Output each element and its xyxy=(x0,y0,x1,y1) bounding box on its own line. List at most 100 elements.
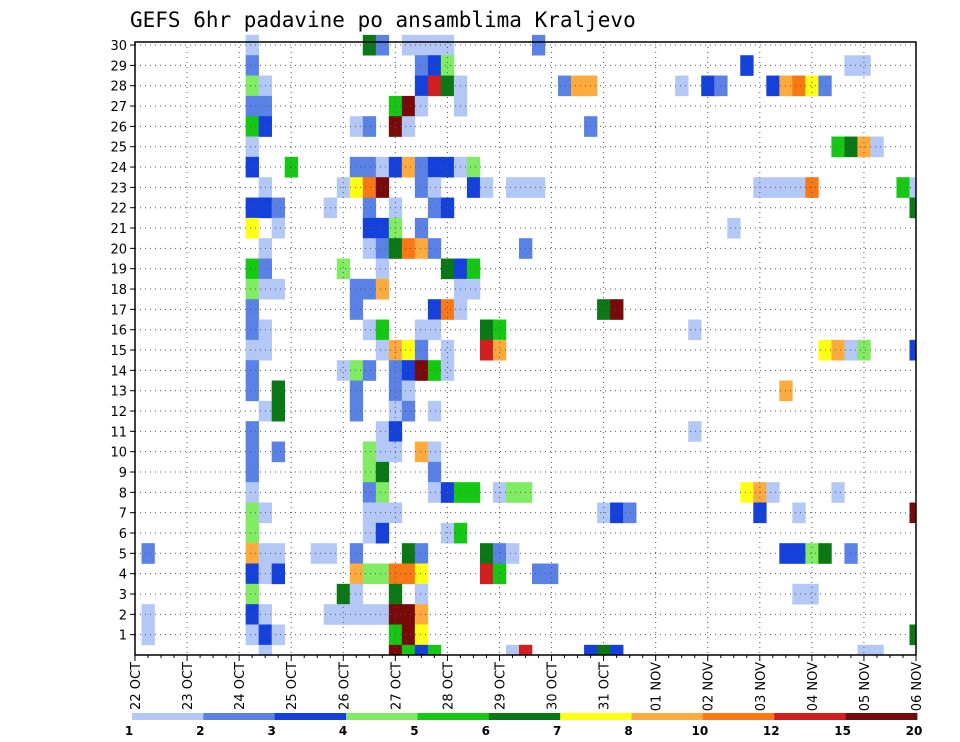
heatmap-cell xyxy=(245,319,259,341)
colorbar-swatch xyxy=(702,713,775,720)
heatmap-cell xyxy=(375,34,390,56)
heatmap-cell xyxy=(870,136,884,158)
heatmap-cell xyxy=(571,75,585,97)
heatmap-cell xyxy=(427,75,442,97)
y-tick-label: 27 xyxy=(110,100,127,115)
heatmap-cell xyxy=(492,319,507,341)
heatmap-cell xyxy=(558,75,572,97)
colorbar-label: 8 xyxy=(624,724,632,738)
y-tick-label: 5 xyxy=(119,547,127,562)
heatmap-cell xyxy=(245,116,259,137)
colorbar-swatch xyxy=(845,713,918,720)
heatmap-cell xyxy=(362,522,377,544)
y-tick-label: 20 xyxy=(110,242,127,257)
heatmap-cell xyxy=(805,543,819,564)
heatmap-cell xyxy=(440,258,455,280)
heatmap-cell xyxy=(362,604,377,625)
heatmap-cell xyxy=(258,644,272,656)
colorbar-label: 15 xyxy=(834,724,851,738)
x-tick-label: 26 OCT xyxy=(337,662,352,710)
heatmap-cell xyxy=(792,177,806,198)
heatmap-cell xyxy=(401,116,416,137)
colorbar-label: 3 xyxy=(268,724,276,738)
heatmap-cell xyxy=(271,400,285,422)
heatmap-cell xyxy=(349,400,364,422)
heatmap-cell xyxy=(518,644,533,656)
heatmap-cell xyxy=(401,644,416,656)
heatmap-cell xyxy=(440,55,455,76)
heatmap-cell xyxy=(414,360,429,381)
y-tick-label: 29 xyxy=(110,59,127,74)
heatmap-cell xyxy=(532,177,546,198)
colorbar-swatch xyxy=(274,713,347,720)
heatmap-cell xyxy=(245,563,259,585)
heatmap-cell xyxy=(466,258,481,280)
heatmap-cell xyxy=(610,502,624,524)
y-tick-label: 7 xyxy=(119,507,127,522)
heatmap-cell xyxy=(440,75,455,97)
heatmap-cell xyxy=(414,75,429,97)
heatmap-cell xyxy=(545,563,559,585)
heatmap-cell xyxy=(245,95,259,117)
heatmap-cell xyxy=(362,502,377,524)
heatmap-cell xyxy=(805,75,819,97)
heatmap-cell xyxy=(245,197,259,219)
heatmap-cell xyxy=(349,278,364,300)
heatmap-cell xyxy=(245,217,259,239)
colorbar-swatch xyxy=(774,713,847,720)
x-tick-label: 29 OCT xyxy=(493,662,508,710)
heatmap-cell xyxy=(505,644,520,656)
heatmap-cell xyxy=(362,217,377,239)
heatmap-cell xyxy=(362,482,377,503)
colorbar-swatch xyxy=(631,713,704,720)
heatmap-cell xyxy=(492,563,507,585)
colorbar-label: 6 xyxy=(482,724,490,738)
heatmap-cell xyxy=(597,299,611,320)
heatmap-cell xyxy=(466,156,481,178)
colorbar-label: 5 xyxy=(410,724,418,738)
heatmap-cell xyxy=(414,238,429,259)
heatmap-cell xyxy=(492,339,507,361)
heatmap-cell xyxy=(740,482,754,503)
heatmap-cell xyxy=(336,360,351,381)
heatmap-cell xyxy=(414,319,429,341)
heatmap-cell xyxy=(375,604,390,625)
heatmap-cell xyxy=(414,177,429,198)
colorbar: 1 2 3 4 5 6 7 8 10 12 15 20 xyxy=(125,713,922,738)
heatmap-cell xyxy=(414,563,429,585)
heatmap-cell xyxy=(245,75,259,97)
heatmap-cell xyxy=(245,258,259,280)
heatmap-cell xyxy=(440,299,455,320)
heatmap-cell xyxy=(388,644,403,656)
heatmap-cell xyxy=(440,360,455,381)
heatmap-cell xyxy=(375,258,390,280)
heatmap-cell xyxy=(440,522,455,544)
heatmap-cell xyxy=(909,177,917,198)
x-tick-label: 22 OCT xyxy=(129,662,144,710)
heatmap-cell xyxy=(414,644,429,656)
colorbar-swatch xyxy=(203,713,276,720)
heatmap-cell xyxy=(401,95,416,117)
heatmap-cell xyxy=(349,156,364,178)
heatmap-cell xyxy=(245,543,259,564)
heatmap-cell xyxy=(401,156,416,178)
heatmap-cell xyxy=(532,34,546,56)
x-tick-label: 05 NOV xyxy=(858,662,873,711)
heatmap-cell xyxy=(362,116,377,137)
heatmap-cell xyxy=(831,339,845,361)
heatmap-cell xyxy=(440,339,455,361)
heatmap-cell xyxy=(414,583,429,605)
heatmap-cell xyxy=(349,563,364,585)
heatmap-cell xyxy=(349,360,364,381)
heatmap-cell xyxy=(792,75,806,97)
heatmap-cell xyxy=(349,116,364,137)
heatmap-cell xyxy=(245,522,259,544)
heatmap-cell xyxy=(688,319,702,341)
heatmap-cell xyxy=(440,34,455,56)
x-tick-label: 01 NOV xyxy=(650,662,665,711)
x-tick-label: 02 NOV xyxy=(702,662,717,711)
heatmap-cell xyxy=(375,156,390,178)
heatmap-cell xyxy=(362,441,377,463)
heatmap-cell xyxy=(414,339,429,361)
